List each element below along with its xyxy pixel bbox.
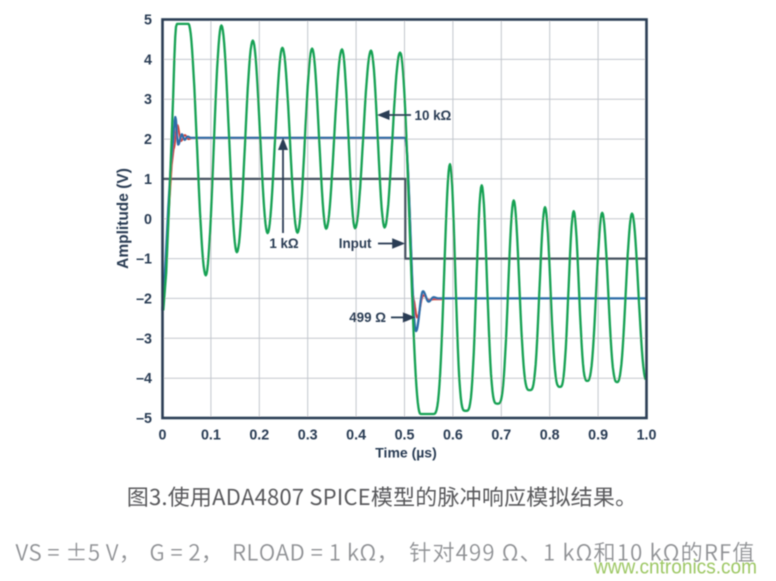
svg-text:0.6: 0.6 (443, 428, 463, 444)
svg-text:Time (µs): Time (µs) (375, 445, 437, 461)
svg-text:–2: –2 (136, 291, 152, 307)
svg-text:0.3: 0.3 (298, 428, 318, 444)
svg-text:1 kΩ: 1 kΩ (269, 236, 299, 251)
svg-text:–5: –5 (136, 411, 152, 427)
svg-text:–1: –1 (136, 252, 152, 268)
svg-text:2: 2 (144, 132, 152, 148)
svg-text:0.1: 0.1 (201, 428, 221, 444)
svg-text:1: 1 (144, 172, 152, 188)
svg-text:0.5: 0.5 (395, 428, 415, 444)
svg-text:4: 4 (144, 52, 152, 68)
svg-text:Input: Input (339, 236, 372, 251)
svg-text:0.7: 0.7 (491, 428, 511, 444)
svg-text:5: 5 (144, 13, 152, 29)
svg-text:3: 3 (144, 92, 152, 108)
svg-text:0.4: 0.4 (346, 428, 366, 444)
svg-text:–4: –4 (136, 371, 152, 387)
svg-text:www.cntronics.com: www.cntronics.com (593, 556, 757, 579)
svg-text:0.2: 0.2 (249, 428, 269, 444)
svg-text:0.8: 0.8 (540, 428, 560, 444)
svg-text:–3: –3 (136, 331, 152, 347)
svg-text:1.0: 1.0 (637, 428, 657, 444)
svg-text:0: 0 (159, 428, 167, 444)
svg-text:10 kΩ: 10 kΩ (415, 108, 452, 123)
svg-text:0.9: 0.9 (588, 428, 608, 444)
svg-text:0: 0 (144, 212, 152, 228)
svg-text:Amplitude (V): Amplitude (V) (115, 168, 132, 269)
svg-text:499 Ω: 499 Ω (349, 310, 386, 325)
